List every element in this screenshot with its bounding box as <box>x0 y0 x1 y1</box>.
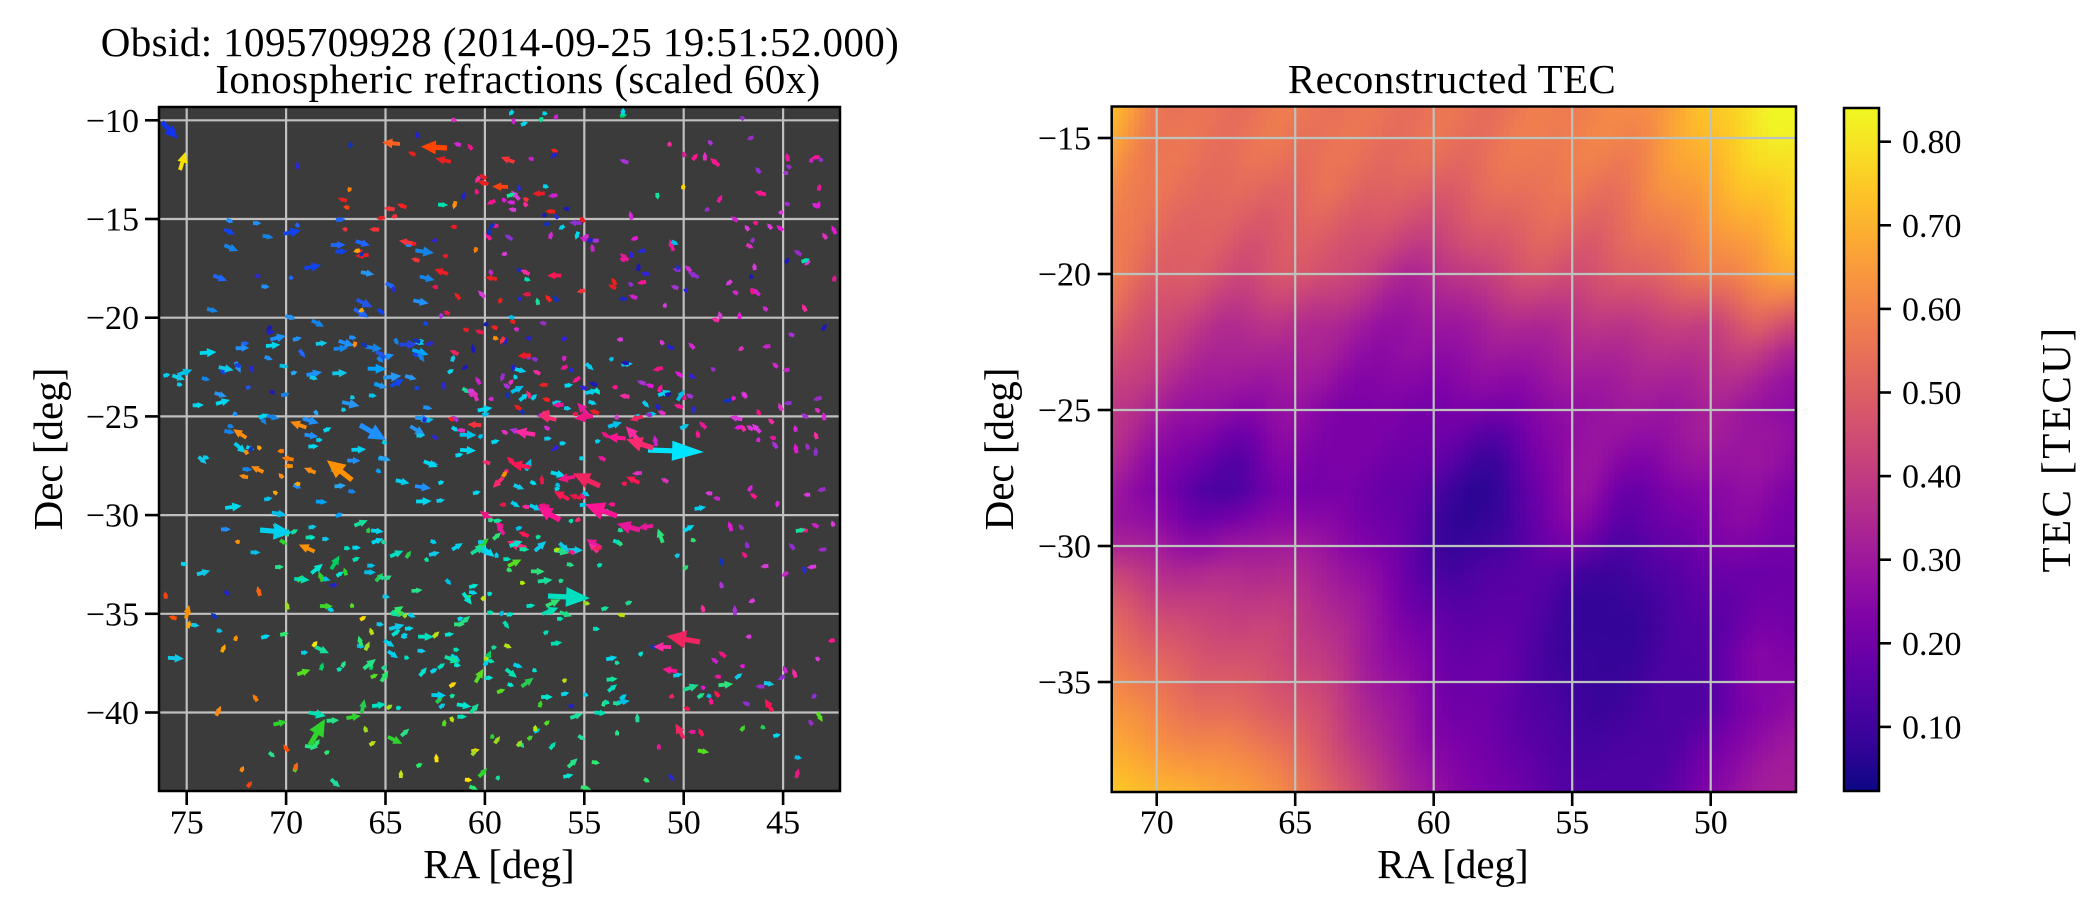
svg-text:−20: −20 <box>86 300 139 337</box>
svg-text:0.80: 0.80 <box>1902 124 1962 161</box>
svg-text:RA [deg]: RA [deg] <box>423 841 574 887</box>
svg-text:60: 60 <box>1417 805 1451 842</box>
svg-text:0.20: 0.20 <box>1902 626 1962 663</box>
svg-text:50: 50 <box>667 805 701 842</box>
svg-text:70: 70 <box>269 805 303 842</box>
svg-text:65: 65 <box>1278 805 1312 842</box>
svg-text:70: 70 <box>1140 805 1174 842</box>
svg-text:−35: −35 <box>1038 665 1091 702</box>
svg-text:0.60: 0.60 <box>1902 291 1962 328</box>
svg-text:−20: −20 <box>1038 257 1091 294</box>
svg-text:−15: −15 <box>86 202 139 239</box>
svg-text:55: 55 <box>567 805 601 842</box>
svg-text:45: 45 <box>766 805 800 842</box>
svg-text:Ionospheric refractions (scale: Ionospheric refractions (scaled 60x) <box>215 56 820 102</box>
svg-text:0.40: 0.40 <box>1902 459 1962 496</box>
svg-text:Dec [deg]: Dec [deg] <box>25 368 71 531</box>
svg-text:−25: −25 <box>86 399 139 436</box>
svg-text:−10: −10 <box>86 103 139 140</box>
svg-text:RA [deg]: RA [deg] <box>1377 841 1528 887</box>
svg-text:65: 65 <box>369 805 403 842</box>
svg-text:55: 55 <box>1555 805 1589 842</box>
svg-text:−30: −30 <box>86 498 139 535</box>
svg-text:−30: −30 <box>1038 529 1091 566</box>
svg-text:−25: −25 <box>1038 393 1091 430</box>
svg-text:0.70: 0.70 <box>1902 208 1962 245</box>
svg-text:−35: −35 <box>86 596 139 633</box>
svg-text:−40: −40 <box>86 695 139 732</box>
svg-text:0.30: 0.30 <box>1902 542 1962 579</box>
svg-text:Obsid: 1095709928 (2014-09-25: Obsid: 1095709928 (2014-09-25 19:51:52.0… <box>101 19 899 65</box>
svg-text:Reconstructed TEC: Reconstructed TEC <box>1288 56 1616 102</box>
svg-text:60: 60 <box>468 805 502 842</box>
svg-text:Dec [deg]: Dec [deg] <box>976 368 1022 531</box>
svg-text:0.50: 0.50 <box>1902 375 1962 412</box>
svg-text:50: 50 <box>1694 805 1728 842</box>
svg-text:75: 75 <box>170 805 204 842</box>
svg-text:TEC [TECU]: TEC [TECU] <box>2033 325 2079 572</box>
svg-text:−15: −15 <box>1038 121 1091 158</box>
svg-text:0.10: 0.10 <box>1902 709 1962 746</box>
